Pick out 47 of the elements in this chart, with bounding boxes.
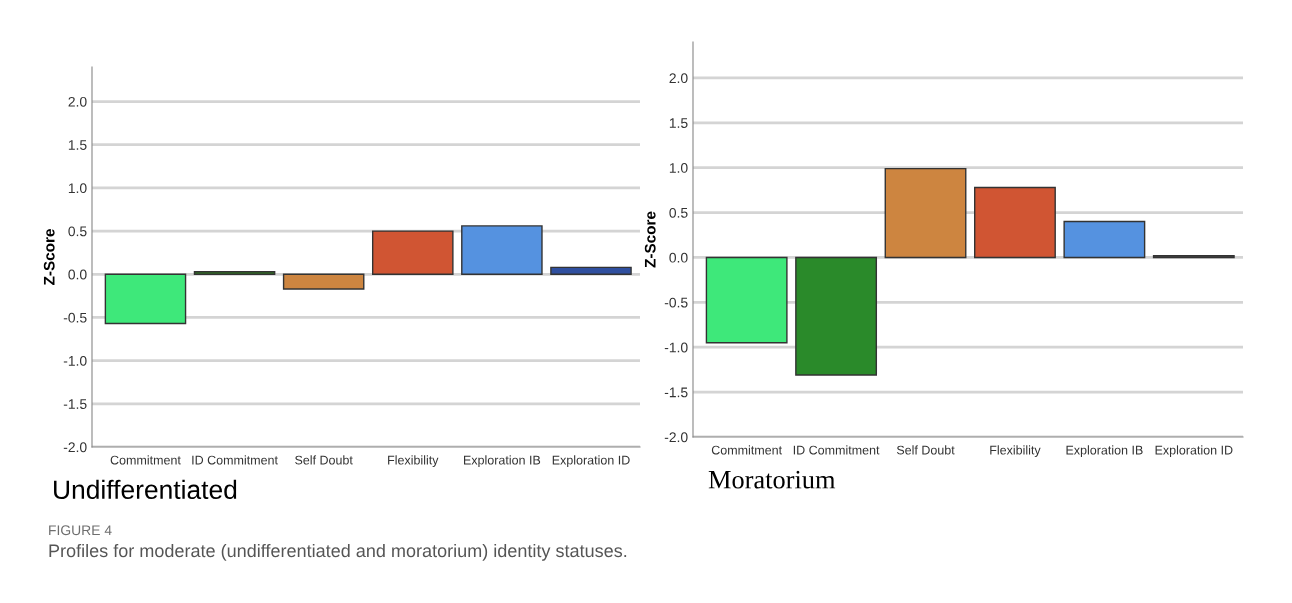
bar xyxy=(371,230,454,275)
y-tick-label: 0.0 xyxy=(68,269,87,280)
x-tick-label: Exploration ID xyxy=(552,455,630,467)
y-tick-label: 0.5 xyxy=(68,226,87,237)
y-tick-label: 2.0 xyxy=(68,96,87,107)
y-tick-label: -1.0 xyxy=(63,355,87,366)
bar xyxy=(795,256,878,376)
bar xyxy=(974,186,1056,259)
y-tick-label: -1.0 xyxy=(664,342,688,353)
y-axis-title: Z-Score xyxy=(43,229,55,285)
y-tick-label: 1.5 xyxy=(669,118,688,128)
bar xyxy=(1063,220,1146,259)
bar xyxy=(550,266,632,275)
x-tick-label: Self Doubt xyxy=(896,445,955,455)
caption: FIGURE 4 xyxy=(49,525,112,536)
x-tick-label: Flexibility xyxy=(388,455,439,467)
y-tick-label: -0.5 xyxy=(664,297,688,308)
y-tick-label: -2.0 xyxy=(664,432,688,443)
text: Profiles for moderate (undifferentiated and moratorium) identity statuses. xyxy=(49,543,627,561)
x-tick-label: Commitment xyxy=(711,445,782,455)
bar xyxy=(104,273,187,325)
x-tick-label: Flexibility xyxy=(990,445,1041,457)
bar xyxy=(705,256,788,344)
y-tick-label: -2.0 xyxy=(63,442,87,453)
x-tick-label: Exploration IB xyxy=(1066,445,1143,457)
x-tick-label: ID Commitment xyxy=(192,455,278,465)
y-tick-label: 2.0 xyxy=(669,73,688,84)
x-tick-label: Exploration ID xyxy=(1155,445,1233,457)
y-tick-label: -0.5 xyxy=(63,312,87,323)
x-tick-label: Self Doubt xyxy=(295,455,353,465)
y-tick-label: -1.5 xyxy=(664,387,688,398)
y-tick-label: 1.5 xyxy=(68,140,87,150)
bar xyxy=(884,167,967,259)
x-tick-label: Exploration IB xyxy=(464,455,541,467)
y-tick-label: -1.5 xyxy=(63,399,87,409)
x-tick-label: Commitment xyxy=(110,455,181,465)
text: Moratorium xyxy=(708,470,836,489)
y-tick-label: 1.0 xyxy=(68,183,87,194)
y-tick-label: 1.0 xyxy=(669,163,688,173)
y-axis-title: Z-Score xyxy=(644,211,656,268)
y-tick-label: 0.0 xyxy=(669,252,688,263)
bar xyxy=(193,270,276,275)
bar xyxy=(282,273,365,290)
y-tick-label: 0.5 xyxy=(669,207,688,218)
bar xyxy=(461,225,543,275)
text: Undifferentiated xyxy=(54,479,237,500)
x-tick-label: ID Commitment xyxy=(793,445,880,455)
